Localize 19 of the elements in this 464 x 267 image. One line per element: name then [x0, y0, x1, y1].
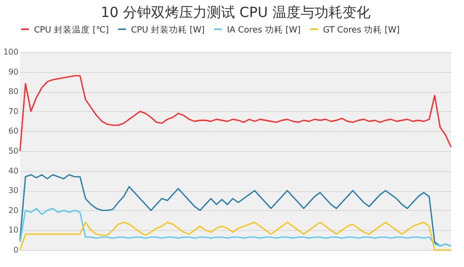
line-series — [19, 75, 452, 152]
y-tick-label: 100 — [3, 48, 18, 56]
line-series — [19, 222, 452, 251]
y-tick-label: 10 — [8, 226, 18, 235]
legend-label: CPU 封装温度 [℃] — [34, 24, 109, 36]
y-tick-label: 50 — [8, 146, 18, 156]
y-tick-label: 0 — [13, 246, 18, 254]
y-tick-label: 30 — [8, 186, 18, 196]
line-series — [19, 208, 452, 247]
legend-label: CPU 封装功耗 [W] — [131, 24, 205, 36]
y-tick-label: 70 — [8, 106, 18, 116]
legend-label: IA Cores 功耗 [W] — [227, 24, 301, 36]
y-tick-label: 80 — [8, 87, 18, 96]
y-tick-label: 60 — [8, 126, 18, 136]
chart-title: 10 分钟双烤压力测试 CPU 温度与功耗变化 — [100, 5, 370, 21]
legend-label: GT Cores 功耗 [W] — [323, 24, 400, 36]
y-tick-label: 90 — [8, 67, 18, 76]
y-tick-label: 40 — [8, 166, 18, 176]
y-tick-label: 20 — [8, 206, 18, 215]
